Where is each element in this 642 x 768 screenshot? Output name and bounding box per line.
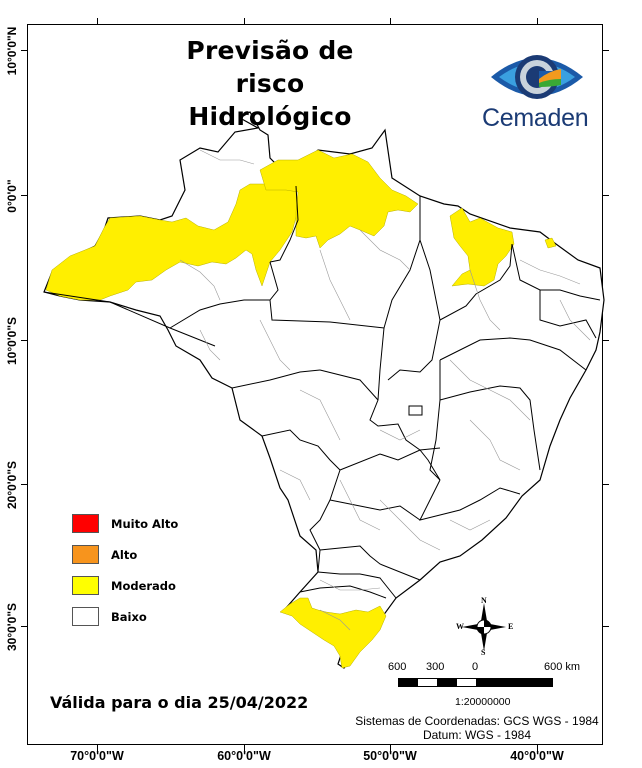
legend-swatch-moderado	[72, 576, 99, 595]
tick-lon-50w-top	[390, 18, 391, 24]
map-frame	[27, 24, 603, 745]
legend-item-baixo: Baixo	[72, 601, 178, 632]
legend-label: Baixo	[111, 609, 147, 624]
legend-label: Moderado	[111, 578, 176, 593]
tick-lat-10n-right	[603, 50, 609, 51]
compass-s-label: S	[481, 648, 486, 657]
compass-e-label: E	[508, 622, 514, 631]
tick-lon-50w	[390, 745, 391, 751]
risk-region-moderado-amazonas	[45, 183, 299, 301]
lon-label-50w: 50°0'0"W	[363, 749, 417, 763]
title-line-2: Hidrológico	[188, 102, 352, 131]
scale-label-600-km: 600 km	[544, 661, 581, 673]
lat-label-20s: 20°0'0"S	[5, 460, 19, 510]
compass-rose	[462, 603, 506, 651]
scale-label-0: 0	[472, 661, 479, 673]
datum-line: Datum: WGS - 1984	[422, 728, 532, 742]
lat-label-30s: 30°0'0"S	[5, 602, 19, 652]
legend-item-muito-alto: Muito Alto	[72, 508, 178, 539]
tick-lat-10s-right	[603, 340, 609, 341]
title-line-1: Previsão de risco	[186, 36, 354, 98]
municipal-borders	[179, 149, 591, 631]
risk-region-moderado-maranhao-piaui	[449, 207, 515, 287]
tick-lon-60w	[244, 745, 245, 751]
legend: Muito Alto Alto Moderado Baixo	[72, 508, 178, 632]
lat-label-10n: 10°0'0"N	[5, 26, 19, 76]
tick-lon-70w	[97, 745, 98, 751]
tick-lat-0-right	[603, 195, 609, 196]
scale-label-300: 300	[426, 661, 445, 673]
tick-lat-10s	[21, 340, 27, 341]
tick-lat-0	[21, 195, 27, 196]
lat-label-10s: 10°0'0"S	[5, 316, 19, 366]
legend-label: Alto	[111, 547, 138, 562]
legend-swatch-muito-alto	[72, 514, 99, 533]
scale-ratio: 1:20000000	[455, 696, 511, 708]
lat-label-0: 0°0'0"	[5, 179, 19, 213]
risk-region-moderado-para-north	[259, 149, 419, 249]
lon-label-60w: 60°0'0"W	[217, 749, 271, 763]
compass-w-label: W	[456, 622, 464, 631]
compass-n-label: N	[481, 596, 487, 605]
tick-lat-30s	[21, 626, 27, 627]
risk-region-moderado-ceara	[544, 237, 557, 249]
cemaden-logo-icon	[491, 55, 583, 99]
scale-label-600-left: 600	[388, 661, 407, 673]
legend-item-alto: Alto	[72, 539, 178, 570]
tick-lon-40w	[537, 745, 538, 751]
tick-lon-40w-top	[537, 18, 538, 24]
lon-label-40w: 40°0'0"W	[510, 749, 564, 763]
tick-lat-20s-right	[603, 484, 609, 485]
tick-lat-10n	[21, 50, 27, 51]
cemaden-logo-text: Cemaden	[482, 104, 589, 132]
coordinate-system: Sistemas de Coordenadas: GCS WGS - 1984 …	[354, 714, 600, 742]
legend-item-moderado: Moderado	[72, 570, 178, 601]
scale-bar	[398, 678, 553, 687]
legend-swatch-alto	[72, 545, 99, 564]
lon-label-70w: 70°0'0"W	[70, 749, 124, 763]
risk-region-moderado-rio-grande-do-sul	[279, 597, 387, 669]
tick-lon-60w-top	[244, 18, 245, 24]
validity-date: Válida para o dia 25/04/2022	[50, 693, 309, 712]
coordinate-system-line: Sistemas de Coordenadas: GCS WGS - 1984	[355, 714, 599, 728]
legend-swatch-baixo	[72, 607, 99, 626]
state-borders	[43, 185, 601, 599]
legend-label: Muito Alto	[111, 516, 179, 531]
tick-lat-20s	[21, 484, 27, 485]
map-title: Previsão de risco Hidrológico	[150, 34, 390, 133]
tick-lat-30s-right	[603, 626, 609, 627]
tick-lon-70w-top	[97, 18, 98, 24]
